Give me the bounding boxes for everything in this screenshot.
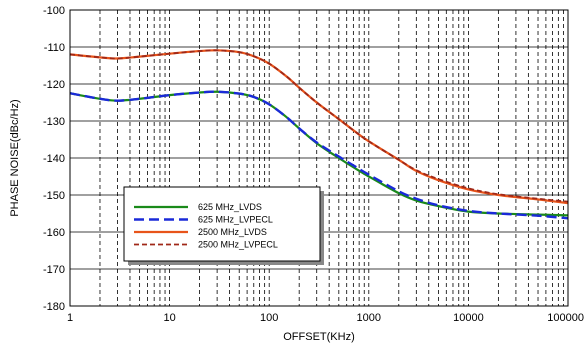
y-tick-label: -180 <box>43 301 65 313</box>
series-line-4 <box>70 50 568 201</box>
y-axis-label: PHASE NOISE(dBc/Hz) <box>9 99 21 216</box>
x-tick-labels: 1 10 100 1000 10000 100000 <box>67 312 584 324</box>
legend-label: 2500 MHz_LVDS <box>198 227 267 237</box>
x-tick-label: 1000 <box>357 312 381 324</box>
y-tick-label: -150 <box>43 190 65 202</box>
legend: 625 MHz_LVDS 625 MHz_LVPECL 2500 MHz_LVDS 2… <box>124 187 324 265</box>
y-tick-label: -170 <box>43 264 65 276</box>
legend-label: 625 MHz_LVPECL <box>198 215 273 225</box>
legend-label: 2500 MHz_LVPECL <box>198 240 278 250</box>
x-tick-label: 10000 <box>453 312 484 324</box>
x-tick-label: 100000 <box>547 312 584 324</box>
x-axis-label: OFFSET(KHz) <box>283 331 355 343</box>
y-tick-label: -140 <box>43 153 65 165</box>
x-tick-label: 100 <box>260 312 278 324</box>
y-tick-label: -130 <box>43 116 65 128</box>
y-tick-label: -120 <box>43 79 65 91</box>
legend-label: 625 MHz_LVDS <box>198 202 262 212</box>
y-tick-labels: -100 -110 -120 -130 -140 -150 -160 -170 -180 <box>43 5 65 313</box>
y-tick-label: -110 <box>44 42 65 54</box>
y-tick-label: -160 <box>43 227 65 239</box>
x-tick-label: 1 <box>67 312 73 324</box>
series-line-3 <box>70 50 568 203</box>
x-tick-label: 10 <box>163 312 175 324</box>
y-tick-label: -100 <box>43 5 65 17</box>
